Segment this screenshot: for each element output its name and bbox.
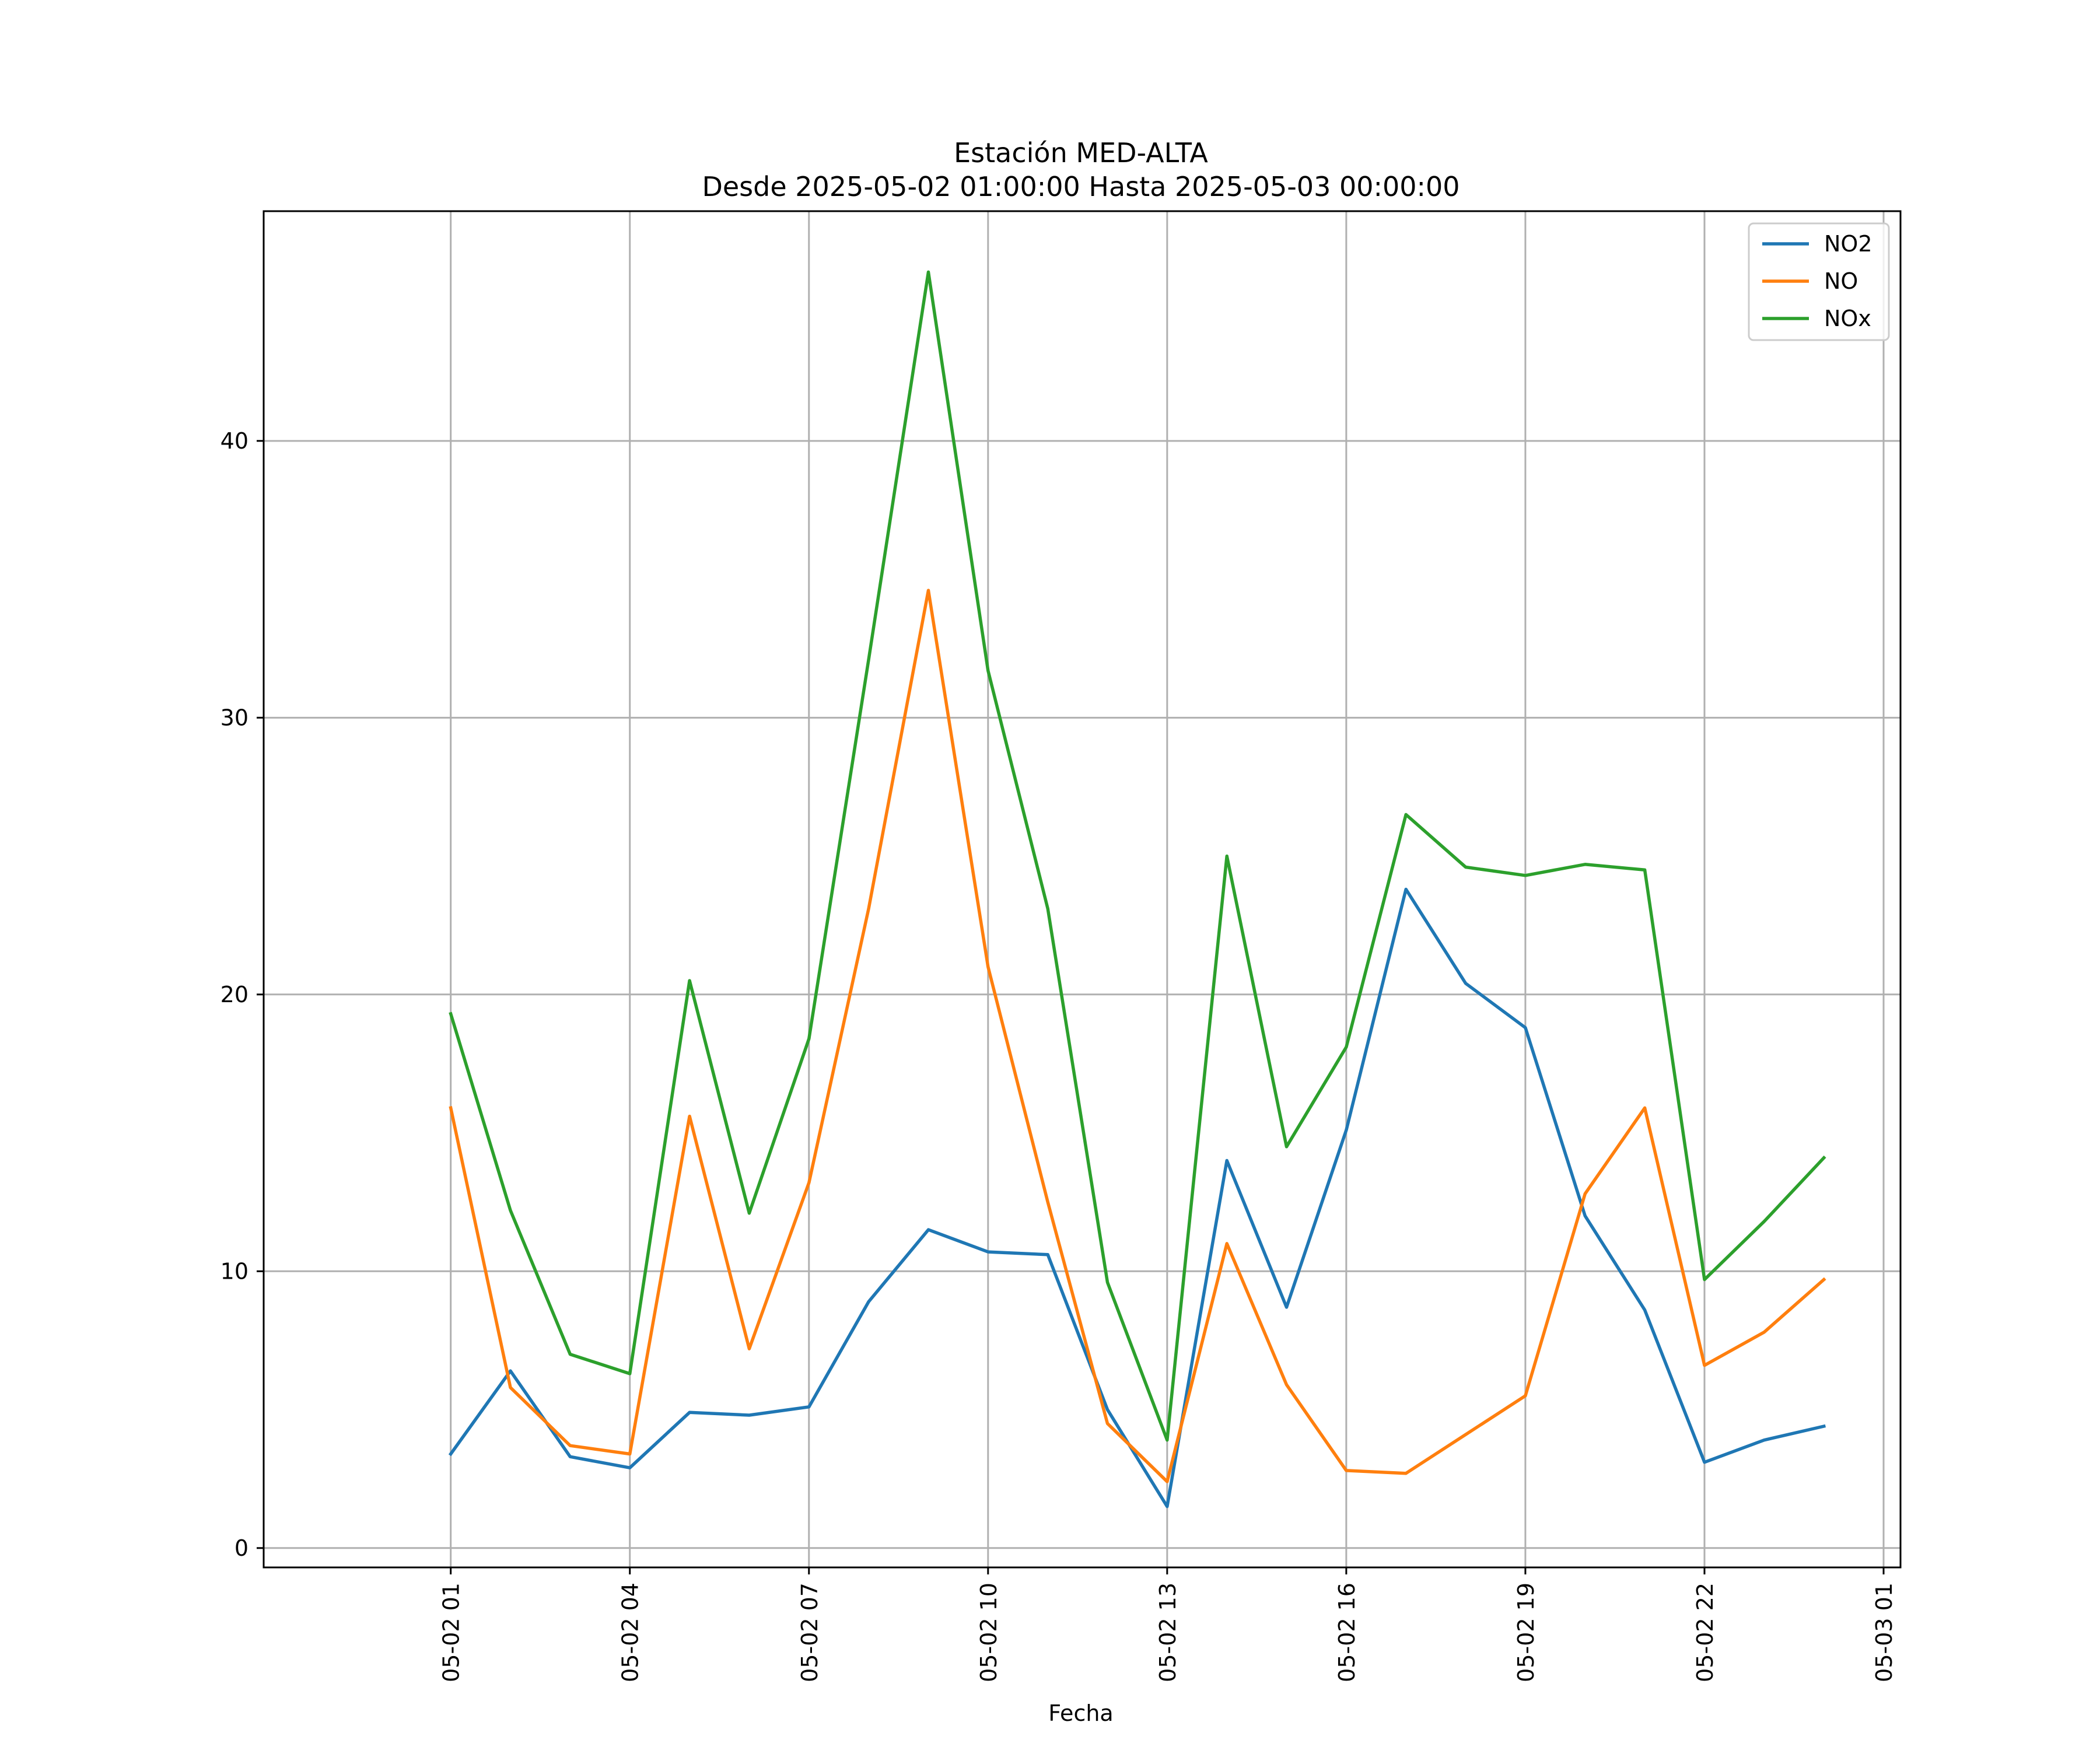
ticks: 0 10 20 30 40 05-02 01 05-02 04 05-02 07 05-02 1… <box>220 428 1897 1682</box>
x-tick-label: 05-02 01 <box>439 1583 464 1682</box>
x-tick-label: 05-02 13 <box>1155 1583 1181 1682</box>
series-line-nox <box>449 270 1826 1442</box>
chart-title: Estación MED-ALTA <box>954 137 1208 169</box>
legend-label-nox: NOx <box>1824 306 1871 331</box>
legend-box <box>1748 222 1890 341</box>
x-tick-label: 05-02 04 <box>618 1583 643 1682</box>
x-tick-label: 05-03 01 <box>1871 1583 1897 1682</box>
y-tick-label: 10 <box>220 1258 249 1284</box>
x-tick-label: 05-02 07 <box>797 1583 822 1682</box>
y-tick-label: 40 <box>220 428 249 454</box>
x-tick-label: 05-02 19 <box>1513 1583 1539 1682</box>
y-tick-label: 30 <box>220 705 249 730</box>
grid <box>264 211 1901 1567</box>
y-tick-label: 20 <box>220 982 249 1007</box>
series-line-no <box>449 589 1826 1483</box>
x-axis-label: Fecha <box>1048 1700 1113 1726</box>
legend: NO2 NO NOx <box>1748 222 1890 341</box>
series-line-no2 <box>448 887 1826 1508</box>
y-tick-label: 0 <box>235 1535 249 1561</box>
x-tick-label: 05-02 10 <box>976 1583 1002 1682</box>
legend-label-no: NO <box>1824 268 1858 294</box>
plot-frame <box>262 210 1902 1569</box>
chart-subtitle: Desde 2025-05-02 01:00:00 Hasta 2025-05-… <box>702 171 1460 202</box>
series-lines <box>448 270 1826 1508</box>
x-tick-label: 05-02 22 <box>1692 1583 1718 1682</box>
legend-label-no2: NO2 <box>1824 231 1873 257</box>
x-tick-label: 05-02 16 <box>1334 1583 1360 1682</box>
